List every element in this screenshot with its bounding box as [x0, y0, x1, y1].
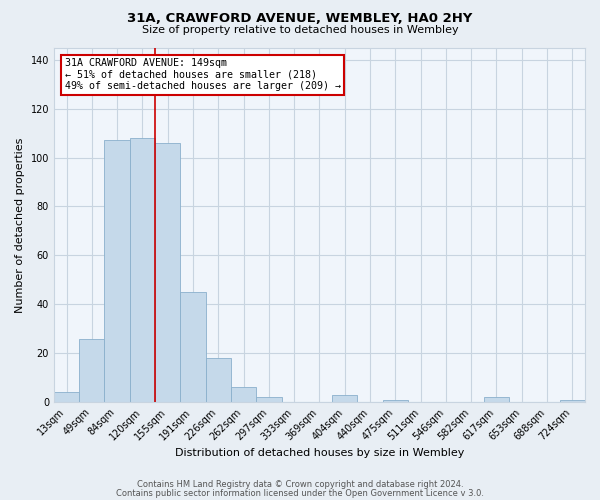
Bar	[104, 140, 130, 402]
Bar	[79, 338, 104, 402]
Bar	[484, 398, 509, 402]
Y-axis label: Number of detached properties: Number of detached properties	[15, 137, 25, 312]
Bar	[54, 392, 79, 402]
Bar	[181, 292, 206, 402]
Bar	[256, 398, 281, 402]
Text: 31A, CRAWFORD AVENUE, WEMBLEY, HA0 2HY: 31A, CRAWFORD AVENUE, WEMBLEY, HA0 2HY	[127, 12, 473, 26]
Bar	[206, 358, 231, 402]
Text: Contains public sector information licensed under the Open Government Licence v : Contains public sector information licen…	[116, 488, 484, 498]
Bar	[130, 138, 155, 402]
Text: Contains HM Land Registry data © Crown copyright and database right 2024.: Contains HM Land Registry data © Crown c…	[137, 480, 463, 489]
Bar	[560, 400, 585, 402]
Bar	[231, 388, 256, 402]
Text: Size of property relative to detached houses in Wembley: Size of property relative to detached ho…	[142, 25, 458, 35]
X-axis label: Distribution of detached houses by size in Wembley: Distribution of detached houses by size …	[175, 448, 464, 458]
Bar	[332, 395, 358, 402]
Bar	[155, 143, 181, 402]
Text: 31A CRAWFORD AVENUE: 149sqm
← 51% of detached houses are smaller (218)
49% of se: 31A CRAWFORD AVENUE: 149sqm ← 51% of det…	[65, 58, 341, 92]
Bar	[383, 400, 408, 402]
